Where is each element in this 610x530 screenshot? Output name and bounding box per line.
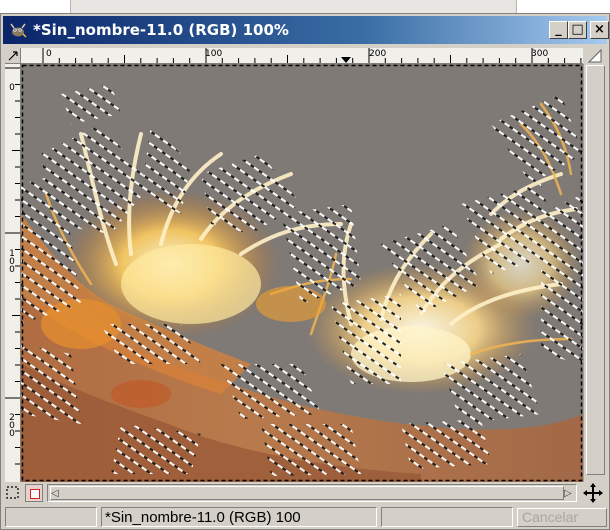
quick-mask-icon: [30, 489, 40, 499]
gimp-wilber-icon[interactable]: [9, 22, 27, 38]
maximize-button[interactable]: □: [568, 21, 587, 39]
minimize-button[interactable]: _: [549, 21, 568, 39]
scroll-left-icon[interactable]: ◁: [51, 488, 59, 499]
close-button[interactable]: ×: [590, 21, 609, 39]
image-canvas[interactable]: [21, 64, 583, 482]
pointer-coords-field: [5, 507, 97, 527]
quick-mask-button[interactable]: [25, 484, 43, 502]
ruler-label-100: 100: [205, 49, 223, 59]
scroll-right-icon[interactable]: ▷: [564, 488, 572, 499]
vruler-label-100: 100: [9, 249, 15, 275]
horizontal-scroll-thumb[interactable]: [50, 486, 564, 500]
bottom-controls: ◁ ▷: [5, 482, 607, 504]
vertical-scroll-thumb[interactable]: [586, 65, 605, 475]
vruler-label-200: 200: [9, 413, 15, 439]
horizontal-ruler: 0 100 200 300: [21, 48, 583, 64]
ruler-label-0: 0: [46, 49, 52, 59]
title-bar[interactable]: *Sin_nombre-11.0 (RGB) 100% _ □ ×: [3, 16, 609, 44]
progress-field: [381, 507, 513, 527]
cancel-button[interactable]: Cancelar: [517, 508, 607, 527]
image-info-field: [101, 507, 377, 527]
selection-toggle-button[interactable]: [5, 484, 21, 502]
zoom-corner-button[interactable]: [583, 48, 607, 64]
horizontal-scrollbar[interactable]: ◁ ▷: [47, 484, 577, 502]
ruler-label-300: 300: [531, 49, 549, 59]
vertical-ruler-ticks: [5, 67, 20, 465]
status-bar: *Sin_nombre-11.0 (RGB) 100 Cancelar: [5, 506, 607, 528]
navigate-cross-icon: [583, 483, 603, 503]
ruler-position-marker-icon: [341, 57, 351, 63]
ruler-corner-menu-button[interactable]: [5, 48, 21, 64]
image-window: *Sin_nombre-11.0 (RGB) 100% _ □ × 0 100 …: [0, 13, 610, 530]
pointer-menu-icon: [8, 51, 18, 61]
vertical-scrollbar[interactable]: [583, 64, 607, 482]
selection-dashed-icon: [6, 486, 19, 499]
ruler-label-200: 200: [369, 49, 387, 59]
window-title: *Sin_nombre-11.0 (RGB) 100%: [33, 21, 289, 39]
vertical-ruler: 0 100 200: [5, 64, 21, 482]
zoom-triangle-icon: [587, 48, 602, 63]
image-artwork: [21, 64, 583, 482]
horizontal-ruler-ticks: [42, 48, 582, 63]
vruler-label-0: 0: [9, 83, 15, 93]
status-image-info: *Sin_nombre-11.0 (RGB) 100: [105, 509, 301, 526]
navigate-button[interactable]: [581, 482, 605, 504]
